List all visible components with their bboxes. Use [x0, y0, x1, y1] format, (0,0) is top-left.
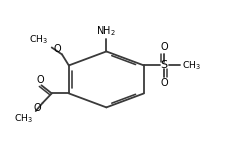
Text: S: S [161, 60, 167, 70]
Text: NH$_2$: NH$_2$ [96, 24, 116, 38]
Text: CH$_3$: CH$_3$ [182, 59, 201, 72]
Text: CH$_3$: CH$_3$ [29, 33, 48, 46]
Text: O: O [36, 75, 44, 85]
Text: O: O [34, 103, 41, 113]
Text: O: O [160, 42, 168, 52]
Text: CH$_3$: CH$_3$ [14, 113, 33, 126]
Text: O: O [53, 44, 61, 54]
Text: O: O [160, 78, 168, 88]
